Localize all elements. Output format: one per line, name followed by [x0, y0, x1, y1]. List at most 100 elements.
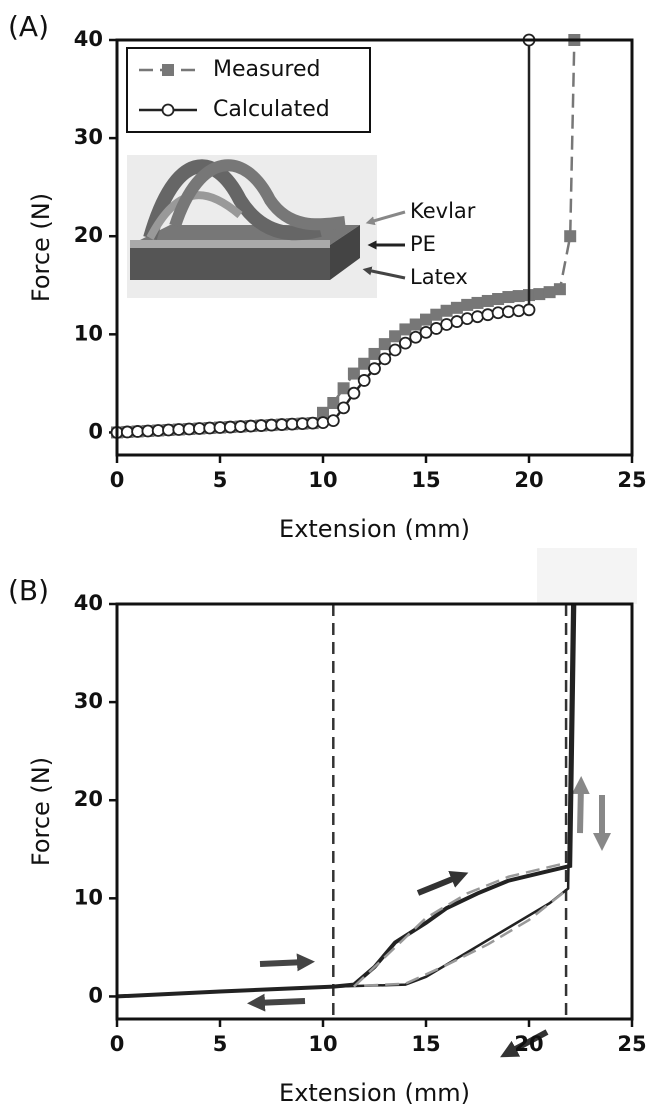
marker: [419, 325, 433, 339]
marker: [141, 424, 155, 438]
y-tick-label: 30: [74, 689, 103, 713]
marker: [471, 296, 484, 309]
marker: [192, 422, 206, 435]
marker: [450, 315, 464, 328]
x-tick-label: 0: [110, 468, 125, 492]
marker: [275, 418, 289, 431]
x-tick-label: 5: [213, 1032, 228, 1056]
inset-label: PE: [410, 232, 436, 256]
marker: [440, 318, 454, 331]
marker: [409, 330, 423, 344]
series-line: [117, 603, 577, 999]
x-tick-label: 25: [617, 1032, 646, 1056]
legend-marker: [161, 103, 175, 117]
marker: [358, 357, 371, 370]
marker: [471, 310, 484, 324]
legend-box: [126, 47, 371, 133]
marker: [378, 352, 392, 366]
y-tick-label: 20: [74, 787, 103, 811]
x-tick-label: 0: [110, 1032, 125, 1056]
marker: [317, 406, 329, 419]
marker: [254, 419, 268, 432]
marker: [522, 303, 536, 317]
y-tick-label: 10: [74, 885, 103, 909]
marker: [430, 308, 443, 321]
marker: [337, 382, 350, 395]
x-tick-label: 20: [514, 468, 543, 492]
marker: [326, 414, 340, 428]
y-axis-title: Force (N): [27, 193, 55, 302]
marker: [512, 304, 526, 318]
marker: [368, 347, 381, 360]
marker: [543, 286, 556, 299]
direction-arrows: [247, 776, 611, 1058]
marker: [213, 421, 227, 434]
marker: [285, 417, 299, 431]
marker: [357, 374, 371, 387]
marker: [347, 367, 360, 380]
marker: [337, 401, 351, 415]
series-line: [364, 889, 567, 987]
plot-frame: [115, 38, 634, 457]
marker: [120, 425, 134, 439]
x-tick-label: 15: [411, 1032, 440, 1056]
marker: [512, 290, 525, 303]
legend-label: Measured: [213, 57, 320, 82]
marker: [481, 308, 495, 322]
marker: [564, 230, 577, 243]
marker: [265, 418, 278, 432]
marker: [460, 312, 474, 326]
marker: [378, 338, 391, 351]
marker: [398, 336, 412, 350]
inset: [127, 155, 406, 298]
y-tick-label: 0: [88, 983, 103, 1007]
y-tick-label: 20: [74, 223, 103, 247]
marker: [461, 298, 474, 311]
marker: [388, 343, 402, 357]
marker: [131, 425, 145, 438]
marker: [440, 304, 453, 317]
marker: [223, 420, 237, 434]
marker: [151, 424, 165, 437]
marker: [481, 294, 494, 307]
marker: [327, 397, 340, 410]
marker: [492, 293, 505, 306]
y-tick-label: 40: [74, 591, 103, 615]
y-tick-label: 40: [74, 27, 103, 51]
y-axis-title: Force (N): [27, 757, 55, 866]
plot-frame: [115, 602, 634, 1021]
marker: [553, 283, 566, 296]
marker: [306, 416, 320, 430]
series-line: [353, 861, 567, 988]
marker: [244, 419, 258, 433]
inset-label: Latex: [410, 265, 468, 289]
marker: [162, 423, 175, 437]
shade: [537, 548, 637, 604]
marker: [182, 422, 196, 436]
marker: [420, 313, 432, 326]
x-tick-label: 10: [308, 468, 337, 492]
legend-marker: [162, 64, 174, 76]
marker: [368, 362, 381, 376]
y-tick-label: 10: [74, 321, 103, 345]
marker: [502, 291, 515, 304]
x-tick-label: 10: [308, 1032, 337, 1056]
marker: [295, 417, 309, 431]
marker: [450, 301, 463, 314]
marker: [399, 323, 412, 336]
marker: [203, 421, 217, 435]
series-line: [117, 603, 574, 998]
y-tick-label: 0: [88, 419, 103, 443]
marker: [234, 420, 248, 433]
x-axis-title: Extension (mm): [279, 1079, 470, 1107]
panel-label: (B): [8, 574, 49, 607]
marker: [172, 423, 186, 436]
inset-label: Kevlar: [410, 199, 476, 223]
marker: [389, 330, 402, 343]
legend-label: Calculated: [213, 97, 330, 122]
x-tick-label: 25: [617, 468, 646, 492]
marker: [533, 288, 546, 301]
panel-label: (A): [8, 10, 49, 43]
marker: [409, 318, 422, 331]
